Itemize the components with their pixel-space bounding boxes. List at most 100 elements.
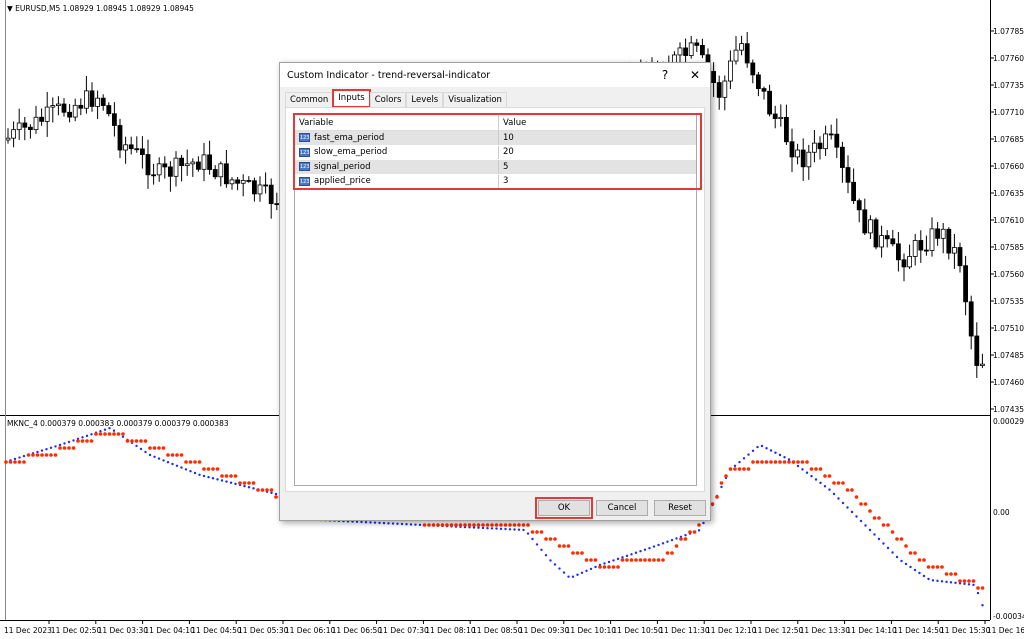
value-cell[interactable]: 3: [503, 176, 509, 187]
main-dot: [675, 537, 678, 540]
main-dot: [225, 480, 228, 483]
main-dot: [594, 565, 597, 569]
main-dot: [742, 457, 746, 460]
close-button[interactable]: ✕: [689, 68, 701, 82]
variable-cell[interactable]: 123 signal_period: [295, 160, 499, 174]
table-row[interactable]: 123 signal_period 5: [295, 160, 696, 175]
table-row[interactable]: 123 slow_ema_period 20: [295, 145, 696, 160]
candle-body: [952, 247, 957, 254]
value-cell[interactable]: 20: [503, 147, 514, 158]
signal-dot: [584, 558, 589, 562]
variable-name: slow_ema_period: [314, 147, 388, 158]
value-cell[interactable]: 10: [503, 132, 514, 143]
main-dot: [612, 559, 615, 562]
candle-body: [733, 49, 739, 62]
main-dot: [504, 527, 507, 531]
price-label: 1.07585: [993, 243, 1024, 252]
candle-body: [39, 116, 44, 122]
main-dot: [13, 457, 17, 461]
tab-common[interactable]: Common: [285, 92, 334, 107]
main-dot: [765, 447, 768, 450]
signal-dot: [872, 516, 877, 520]
signal-dot: [958, 579, 962, 583]
time-label: 11 Dec 14:10: [846, 626, 897, 635]
signal-dot: [764, 460, 769, 464]
signal-dot: [575, 551, 580, 555]
signal-dot: [836, 481, 841, 485]
help-button[interactable]: ?: [661, 68, 669, 82]
dropdown-icon[interactable]: ▼: [7, 4, 16, 13]
main-dot: [886, 546, 890, 550]
time-label: 11 Dec 2023: [4, 626, 52, 635]
main-dot: [639, 550, 642, 553]
main-dot: [198, 473, 201, 476]
main-dot: [490, 527, 494, 530]
candle-body: [22, 122, 28, 128]
time-label: 11 Dec 10:50: [612, 626, 663, 635]
main-dot: [486, 526, 489, 530]
signal-dot: [769, 460, 773, 464]
signal-dot: [422, 523, 427, 527]
column-variable[interactable]: Variable: [295, 115, 499, 130]
signal-dot: [112, 432, 116, 436]
cancel-button[interactable]: Cancel: [596, 500, 648, 516]
candle-body: [218, 163, 224, 178]
variable-cell[interactable]: 123 applied_price: [295, 174, 499, 188]
main-dot: [553, 563, 557, 566]
candle-body: [72, 104, 78, 118]
candle-body: [946, 228, 952, 254]
time-label: 11 Dec 13:30: [799, 626, 851, 635]
table-row[interactable]: 123 fast_ema_period 10: [295, 131, 696, 146]
candle-body: [901, 259, 907, 268]
value-cell[interactable]: 5: [503, 161, 509, 172]
main-dot: [859, 519, 863, 523]
dialog-titlebar[interactable]: Custom Indicator - trend-reversal-indica…: [280, 63, 710, 87]
variable-cell[interactable]: 123 fast_ema_period: [295, 131, 499, 145]
signal-dot: [17, 460, 22, 464]
candle-body: [856, 200, 862, 211]
main-dot: [864, 524, 867, 527]
main-dot: [783, 456, 786, 459]
candle-body: [67, 111, 72, 118]
signal-dot: [472, 523, 476, 527]
candle-body: [806, 151, 812, 168]
main-dot: [589, 567, 593, 571]
main-dot: [418, 523, 422, 527]
signal-dot: [449, 523, 454, 527]
signal-dot: [481, 523, 485, 527]
tab-visualization[interactable]: Visualization: [443, 92, 507, 107]
candle-body: [106, 105, 112, 115]
signal-dot: [494, 523, 499, 527]
signal-dot: [832, 481, 836, 485]
candle-body: [940, 228, 946, 239]
table-header: Variable Value: [295, 115, 696, 131]
column-value[interactable]: Value: [503, 117, 527, 128]
signal-dot: [845, 488, 850, 492]
signal-dot: [773, 460, 778, 464]
main-dot: [103, 428, 107, 431]
signal-dot: [530, 530, 535, 534]
table-row[interactable]: 123 applied_price 3: [295, 174, 696, 189]
main-dot: [508, 528, 512, 531]
variable-cell[interactable]: 123 slow_ema_period: [295, 145, 499, 159]
axis-ticks: [48, 30, 994, 624]
ok-button[interactable]: OK: [535, 497, 593, 519]
tab-inputs[interactable]: Inputs: [332, 89, 371, 108]
signal-dot: [602, 565, 607, 569]
signal-dot: [733, 467, 737, 471]
integer-type-icon: 123: [299, 133, 310, 143]
candle-body: [795, 149, 800, 158]
main-dot: [252, 487, 255, 490]
signal-dot: [850, 488, 854, 492]
main-dot: [963, 582, 966, 586]
reset-button[interactable]: Reset: [654, 500, 706, 516]
candle-body: [27, 126, 33, 131]
main-dot: [544, 554, 548, 557]
candle-body: [767, 90, 772, 115]
signal-dot: [620, 558, 625, 562]
tab-colors[interactable]: Colors: [369, 92, 407, 107]
candle-body: [145, 154, 151, 176]
main-dot: [229, 481, 233, 484]
signal-dot: [269, 488, 274, 492]
tab-levels[interactable]: Levels: [406, 92, 444, 107]
